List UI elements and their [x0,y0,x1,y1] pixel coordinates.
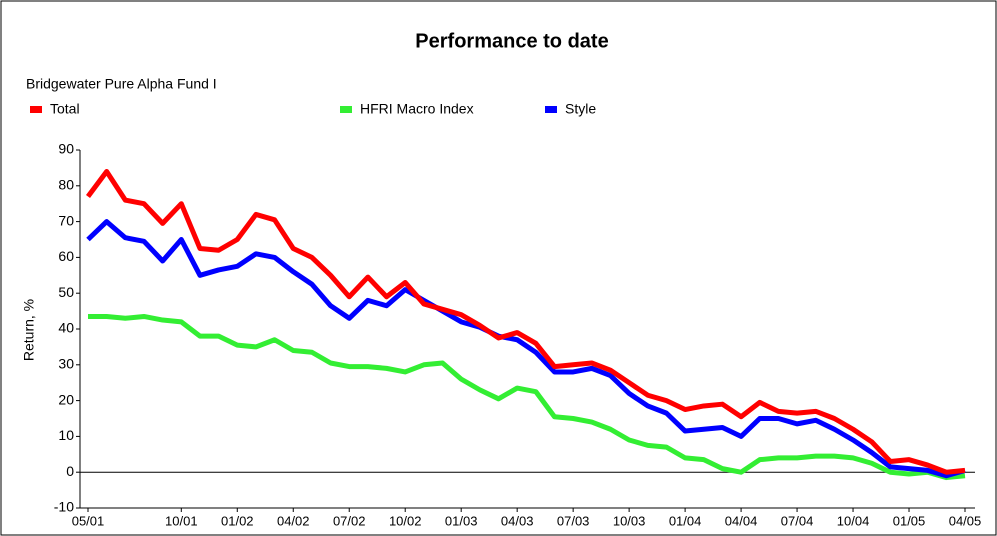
y-tick-label: 30 [58,356,74,372]
y-tick-label: 90 [58,141,74,157]
x-tick-label: 04/02 [277,513,310,528]
y-tick-label: 40 [58,320,74,336]
y-tick-label: 10 [58,427,74,443]
legend-swatch [340,106,352,113]
y-tick-label: 70 [58,212,74,228]
x-tick-label: 04/03 [501,513,534,528]
y-tick-label: 50 [58,284,74,300]
x-tick-label: 07/02 [333,513,366,528]
x-tick-label: 10/02 [389,513,422,528]
x-tick-label: 05/01 [72,513,105,528]
legend-label: HFRI Macro Index [360,101,474,117]
y-tick-label: 0 [66,463,74,479]
y-tick-label: 20 [58,391,74,407]
x-tick-label: 10/03 [613,513,646,528]
x-tick-label: 01/02 [221,513,254,528]
chart-title: Performance to date [415,30,608,52]
legend-label: Style [565,101,596,117]
x-tick-label: 10/04 [837,513,870,528]
y-tick-label: 80 [58,177,74,193]
x-tick-label: 01/05 [893,513,926,528]
series-line [86,219,966,479]
series-line [85,168,966,475]
y-tick-label: -10 [54,499,74,515]
legend-swatch [545,106,557,113]
x-tick-label: 04/05 [949,513,982,528]
x-tick-label: 10/01 [165,513,198,528]
x-tick-label: 01/04 [669,513,702,528]
x-tick-label: 01/03 [445,513,478,528]
chart-subtitle: Bridgewater Pure Alpha Fund I [26,76,217,92]
y-tick-label: 60 [58,248,74,264]
x-tick-label: 07/04 [781,513,814,528]
y-axis-label: Return, % [21,299,37,361]
x-tick-label: 04/04 [725,513,758,528]
legend-swatch [30,106,42,113]
series-line [88,313,966,481]
x-tick-label: 07/03 [557,513,590,528]
legend-label: Total [50,101,80,117]
